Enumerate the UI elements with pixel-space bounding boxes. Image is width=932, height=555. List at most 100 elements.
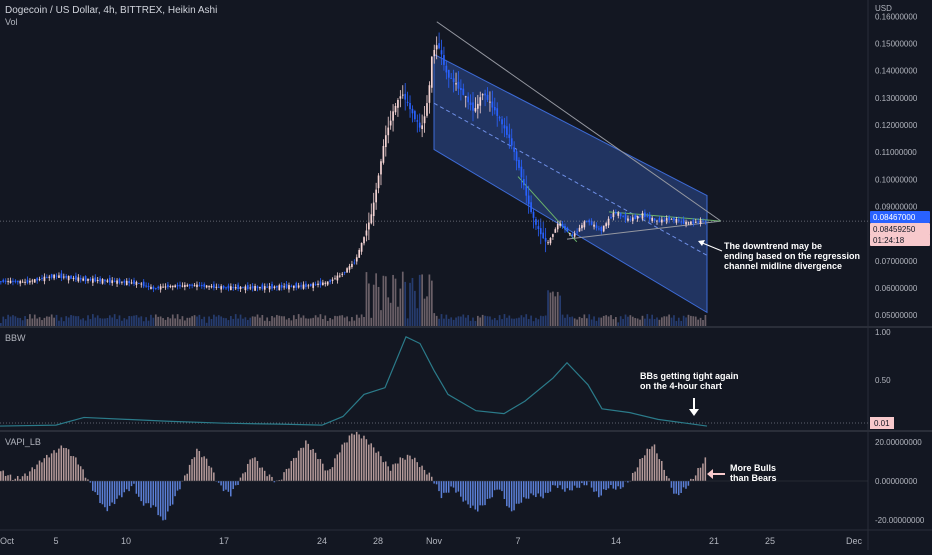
candle-body bbox=[317, 283, 319, 285]
vapi-bar bbox=[271, 476, 273, 481]
candle-body bbox=[460, 88, 462, 91]
vapi-bar bbox=[433, 481, 435, 484]
volume-bar bbox=[145, 317, 147, 326]
candle-body bbox=[128, 281, 131, 284]
candle-body bbox=[411, 108, 414, 114]
candle-body bbox=[598, 228, 600, 230]
candle-body bbox=[634, 215, 637, 220]
vapi-bar bbox=[455, 481, 457, 493]
candle-body bbox=[26, 279, 29, 283]
candle-body bbox=[445, 65, 448, 73]
vapi-bar bbox=[513, 481, 515, 511]
candle-body bbox=[670, 218, 673, 220]
volume-bar bbox=[334, 315, 336, 326]
volume-bar bbox=[680, 320, 683, 326]
candle-body bbox=[682, 219, 685, 224]
volume-bar bbox=[259, 317, 261, 326]
volume-bar bbox=[549, 292, 552, 326]
vapi-bar bbox=[489, 481, 491, 499]
vapi-bar bbox=[602, 481, 605, 490]
vapi-bar bbox=[72, 456, 75, 481]
candle-body bbox=[96, 280, 99, 282]
candle-body bbox=[430, 56, 433, 88]
vapi-bar bbox=[230, 481, 232, 497]
volume-bar bbox=[397, 306, 399, 326]
annotation-vapi-line-1: More Bulls bbox=[730, 463, 777, 473]
volume-bar bbox=[297, 314, 300, 326]
vapi-bar bbox=[116, 481, 118, 499]
vapi-bar bbox=[445, 481, 448, 493]
candle-body bbox=[644, 212, 646, 217]
vapi-bar bbox=[634, 471, 636, 481]
candle-body bbox=[663, 219, 666, 221]
volume-bar bbox=[33, 314, 36, 326]
candle-body bbox=[690, 221, 692, 224]
volume-bar bbox=[476, 315, 479, 326]
volume-bar bbox=[673, 315, 675, 326]
vapi-bar bbox=[130, 481, 133, 487]
candle-body bbox=[285, 284, 288, 288]
vapi-bar bbox=[343, 442, 346, 481]
candle-body bbox=[271, 284, 273, 289]
vapi-bar bbox=[585, 481, 588, 486]
volume-bar bbox=[571, 316, 574, 326]
volume-bar bbox=[276, 314, 278, 326]
volume-bar bbox=[554, 296, 557, 326]
vapi-bar bbox=[566, 481, 569, 489]
volume-bar bbox=[406, 318, 409, 326]
candle-body bbox=[440, 50, 443, 55]
candle-body bbox=[426, 103, 428, 116]
candle-body bbox=[268, 286, 271, 290]
vapi-bar bbox=[614, 481, 617, 490]
volume-bar bbox=[520, 315, 523, 326]
candle-body bbox=[438, 43, 440, 49]
candle-body bbox=[401, 94, 404, 96]
vapi-bar bbox=[140, 481, 142, 502]
candle-body bbox=[256, 286, 259, 289]
volume-bar bbox=[547, 290, 549, 326]
vapi-bar bbox=[532, 481, 535, 496]
price-axis-tick: 0.09000000 bbox=[875, 202, 918, 211]
vapi-bar bbox=[401, 458, 404, 481]
candle-body bbox=[305, 283, 307, 287]
candle-body bbox=[518, 159, 520, 168]
volume-bar bbox=[164, 319, 167, 326]
candle-body bbox=[384, 135, 387, 148]
vapi-bar bbox=[573, 481, 576, 486]
price-axis-tick: 0.10000000 bbox=[875, 175, 918, 184]
vapi-bar bbox=[324, 470, 326, 481]
vapi-bar bbox=[242, 473, 244, 481]
vapi-bar bbox=[443, 481, 445, 493]
countdown-tag-bg bbox=[870, 233, 930, 246]
vapi-bar bbox=[169, 481, 172, 506]
candle-body bbox=[94, 277, 97, 282]
vapi-bar bbox=[375, 452, 377, 481]
vapi-bar bbox=[179, 481, 181, 490]
volume-bar bbox=[246, 319, 249, 326]
vapi-bar bbox=[4, 475, 7, 481]
candle-body bbox=[215, 286, 218, 288]
volume-bar bbox=[447, 318, 450, 326]
candle-body bbox=[225, 287, 227, 289]
candle-body bbox=[675, 218, 678, 223]
candle-body bbox=[433, 49, 436, 57]
candle-body bbox=[244, 286, 247, 291]
volume-bar bbox=[16, 317, 19, 326]
candle-body bbox=[273, 286, 276, 289]
volume-bar bbox=[36, 318, 39, 326]
time-axis-tick: 24 bbox=[317, 536, 327, 546]
candle-body bbox=[181, 285, 184, 287]
volume-bar bbox=[503, 314, 506, 326]
candle-body bbox=[92, 278, 94, 283]
candle-body bbox=[125, 280, 128, 286]
volume-bar bbox=[443, 318, 445, 326]
volume-bar bbox=[113, 314, 116, 326]
volume-bar bbox=[472, 317, 474, 326]
candle-body bbox=[568, 233, 571, 235]
candle-body bbox=[394, 105, 397, 113]
volume-bar bbox=[430, 280, 433, 326]
vapi-bar bbox=[113, 481, 116, 505]
volume-bar bbox=[326, 320, 329, 326]
candle-body bbox=[171, 285, 174, 288]
candle-body bbox=[351, 263, 353, 268]
